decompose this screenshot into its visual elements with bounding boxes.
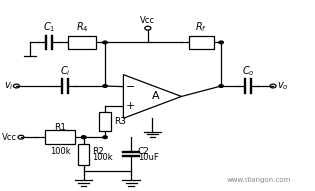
Text: $R_f$: $R_f$ — [195, 20, 207, 34]
Bar — [68, 36, 96, 49]
Circle shape — [219, 85, 223, 87]
Bar — [45, 130, 75, 144]
Text: Vcc: Vcc — [3, 133, 17, 142]
Text: $C_o$: $C_o$ — [242, 65, 254, 79]
Text: R2: R2 — [92, 147, 104, 156]
Text: 100k: 100k — [50, 147, 70, 156]
Circle shape — [103, 136, 107, 138]
Text: Vcc: Vcc — [140, 16, 155, 25]
Text: $C_i$: $C_i$ — [60, 65, 71, 79]
Text: +: + — [125, 101, 135, 111]
Text: 100k: 100k — [92, 153, 113, 162]
Text: R1: R1 — [54, 122, 66, 132]
Bar — [78, 144, 89, 165]
Circle shape — [103, 85, 107, 87]
Text: $v_o$: $v_o$ — [277, 80, 288, 92]
Bar — [99, 112, 111, 131]
Text: 10uF: 10uF — [138, 153, 158, 162]
Text: www.diangon.com: www.diangon.com — [227, 177, 291, 183]
Text: $v_i$: $v_i$ — [4, 80, 14, 92]
Text: R3: R3 — [114, 117, 126, 126]
Text: $R_4$: $R_4$ — [76, 20, 89, 34]
Text: $C_1$: $C_1$ — [43, 20, 55, 34]
Bar — [189, 36, 214, 49]
Circle shape — [82, 136, 86, 138]
Text: −: − — [125, 82, 135, 92]
Text: A: A — [152, 91, 159, 101]
Text: C2: C2 — [138, 147, 150, 156]
Circle shape — [82, 136, 86, 138]
Circle shape — [103, 41, 107, 44]
Circle shape — [219, 41, 223, 44]
